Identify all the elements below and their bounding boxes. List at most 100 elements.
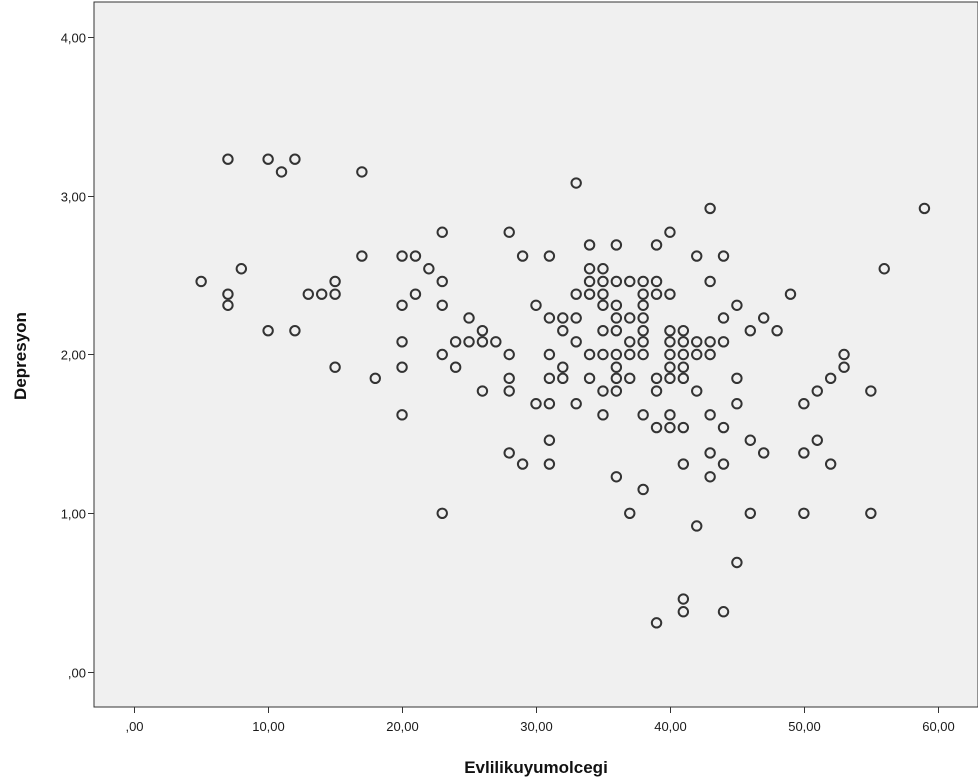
data-point — [557, 361, 569, 373]
data-point — [543, 250, 556, 262]
data-point — [557, 324, 569, 337]
data-point — [543, 372, 556, 385]
data-point — [262, 324, 274, 337]
y-tick-label: 1,00 — [61, 507, 86, 522]
data-point — [624, 275, 636, 288]
data-point — [717, 421, 730, 434]
data-point — [583, 239, 596, 251]
data-point — [289, 324, 301, 337]
data-point — [436, 299, 448, 311]
data-point — [610, 239, 623, 251]
data-point — [597, 288, 609, 300]
data-point — [543, 348, 556, 361]
x-tick-label: 10,00 — [252, 719, 285, 734]
x-tick-label: ,00 — [125, 719, 143, 734]
data-point — [597, 263, 609, 275]
data-point — [838, 348, 850, 361]
data-point — [677, 324, 690, 337]
data-point — [610, 372, 623, 385]
data-point — [664, 348, 676, 361]
data-point — [704, 471, 716, 483]
data-point — [650, 372, 663, 385]
data-point — [664, 336, 676, 348]
data-point — [744, 324, 757, 337]
data-point — [583, 288, 596, 300]
data-point — [570, 398, 582, 410]
data-point — [409, 250, 422, 262]
data-point — [637, 336, 649, 348]
data-point — [650, 421, 663, 434]
data-point — [918, 202, 931, 215]
data-point — [195, 275, 207, 288]
data-point — [878, 263, 890, 275]
x-tick-label: 50,00 — [788, 719, 821, 734]
data-point — [275, 166, 288, 178]
data-point — [637, 288, 649, 300]
data-point — [329, 275, 341, 288]
data-point — [610, 275, 623, 288]
data-point — [503, 447, 515, 459]
data-point — [597, 385, 609, 397]
y-tick-label: ,00 — [68, 666, 86, 681]
data-point — [396, 299, 408, 311]
data-point — [570, 336, 582, 348]
y-tick-label: 4,00 — [61, 31, 86, 46]
data-point — [624, 372, 636, 385]
data-point — [570, 177, 582, 189]
data-point — [597, 324, 609, 337]
data-point — [865, 507, 877, 519]
data-point — [315, 288, 328, 300]
data-point — [476, 336, 489, 348]
data-point — [329, 361, 341, 373]
data-point — [677, 421, 690, 434]
y-tick-label: 2,00 — [61, 348, 86, 363]
data-point — [624, 348, 636, 361]
data-point — [798, 447, 810, 459]
data-point — [704, 202, 716, 215]
data-point — [691, 348, 703, 361]
data-point — [624, 312, 636, 324]
data-point — [396, 336, 408, 348]
data-point — [329, 288, 341, 300]
data-point — [463, 336, 475, 348]
data-point — [704, 275, 716, 288]
data-point — [838, 361, 850, 373]
data-point — [503, 226, 515, 238]
data-point — [436, 348, 448, 361]
x-tick-label: 40,00 — [654, 719, 687, 734]
data-point — [677, 348, 690, 361]
data-point — [664, 421, 676, 434]
data-point — [516, 250, 529, 262]
data-point — [570, 312, 582, 324]
data-point — [691, 250, 703, 262]
data-point — [530, 398, 542, 410]
data-point — [717, 312, 730, 324]
data-point — [717, 336, 730, 348]
data-point — [744, 507, 757, 519]
data-points — [195, 153, 931, 629]
data-point — [610, 385, 623, 397]
data-point — [650, 275, 663, 288]
data-point — [476, 385, 489, 397]
data-point — [650, 617, 663, 629]
data-point — [476, 324, 489, 337]
data-point — [597, 275, 609, 288]
data-point — [677, 336, 690, 348]
data-point — [637, 348, 649, 361]
data-point — [664, 372, 676, 385]
y-axis-title: Depresyon — [11, 312, 30, 400]
data-point — [222, 299, 234, 311]
y-axis-ticks: ,00 1,00 2,00 3,00 4,00 — [61, 31, 94, 681]
data-point — [650, 385, 663, 397]
data-point — [731, 372, 743, 385]
data-point — [449, 361, 462, 373]
data-point — [356, 166, 368, 178]
data-point — [597, 299, 609, 311]
data-point — [436, 275, 448, 288]
data-point — [610, 471, 623, 483]
data-point — [717, 458, 730, 470]
y-tick-label: 3,00 — [61, 190, 86, 205]
data-point — [235, 263, 248, 275]
data-point — [423, 263, 435, 275]
data-point — [610, 361, 623, 373]
